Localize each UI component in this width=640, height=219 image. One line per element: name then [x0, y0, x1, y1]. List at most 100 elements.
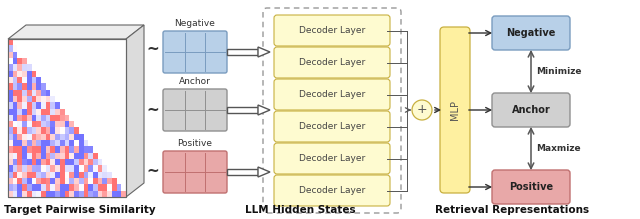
Bar	[98, 191, 102, 197]
Bar	[41, 172, 46, 178]
Text: Decoder Layer: Decoder Layer	[299, 122, 365, 131]
Bar	[102, 178, 107, 184]
Polygon shape	[258, 167, 270, 177]
Bar	[41, 121, 46, 127]
Bar	[65, 153, 69, 159]
FancyBboxPatch shape	[163, 89, 227, 131]
Bar	[69, 165, 74, 172]
Bar	[98, 159, 102, 165]
Bar	[41, 102, 46, 109]
Bar	[36, 147, 41, 153]
FancyBboxPatch shape	[440, 27, 470, 193]
Bar	[93, 172, 98, 178]
Bar	[69, 178, 74, 184]
Bar	[31, 121, 36, 127]
Bar	[74, 159, 79, 165]
Bar	[69, 121, 74, 127]
Bar	[27, 77, 31, 83]
Bar	[27, 159, 31, 165]
Bar	[41, 153, 46, 159]
Bar	[31, 147, 36, 153]
Text: Negative: Negative	[506, 28, 556, 38]
Bar	[17, 159, 22, 165]
Bar	[60, 165, 65, 172]
Bar	[51, 102, 55, 109]
Bar	[36, 127, 41, 134]
Bar	[31, 159, 36, 165]
Bar	[79, 134, 83, 140]
Bar	[36, 184, 41, 191]
Bar	[60, 140, 65, 147]
Bar	[31, 127, 36, 134]
Bar	[60, 159, 65, 165]
Bar	[17, 121, 22, 127]
Bar	[22, 147, 27, 153]
Bar	[79, 178, 83, 184]
Bar	[74, 172, 79, 178]
Bar	[41, 134, 46, 140]
Bar	[8, 159, 13, 165]
Bar	[51, 147, 55, 153]
Bar	[17, 109, 22, 115]
FancyBboxPatch shape	[163, 31, 227, 73]
Text: ~: ~	[147, 164, 159, 178]
Bar	[55, 159, 60, 165]
Bar	[22, 77, 27, 83]
Bar	[8, 64, 13, 71]
Bar	[27, 121, 31, 127]
Bar	[13, 178, 17, 184]
Bar	[122, 191, 126, 197]
Bar	[65, 121, 69, 127]
Bar	[88, 147, 93, 153]
Text: Decoder Layer: Decoder Layer	[299, 186, 365, 195]
Bar	[55, 191, 60, 197]
Bar	[31, 102, 36, 109]
Bar	[51, 159, 55, 165]
Bar	[17, 115, 22, 121]
Bar	[107, 184, 112, 191]
Bar	[65, 191, 69, 197]
Bar	[46, 121, 51, 127]
Bar	[36, 178, 41, 184]
Bar	[69, 134, 74, 140]
Bar	[83, 153, 88, 159]
Bar	[31, 165, 36, 172]
Bar	[55, 140, 60, 147]
Bar	[65, 134, 69, 140]
Bar	[51, 172, 55, 178]
Bar	[74, 147, 79, 153]
Bar	[17, 83, 22, 90]
Bar	[13, 165, 17, 172]
Bar	[74, 184, 79, 191]
Bar	[13, 45, 17, 52]
Bar	[69, 184, 74, 191]
Bar	[102, 165, 107, 172]
Bar	[17, 172, 22, 178]
Text: ~: ~	[147, 41, 159, 57]
Bar	[102, 172, 107, 178]
Bar	[46, 165, 51, 172]
FancyBboxPatch shape	[492, 170, 570, 204]
Bar	[46, 140, 51, 147]
Bar	[55, 127, 60, 134]
Bar	[13, 52, 17, 58]
Bar	[55, 184, 60, 191]
Bar	[93, 159, 98, 165]
Bar	[8, 115, 13, 121]
Bar	[36, 115, 41, 121]
Bar	[41, 178, 46, 184]
Bar	[27, 90, 31, 96]
Bar	[8, 83, 13, 90]
Bar	[83, 172, 88, 178]
Bar	[46, 134, 51, 140]
Bar	[88, 165, 93, 172]
Bar	[55, 115, 60, 121]
Bar	[98, 184, 102, 191]
Bar	[55, 121, 60, 127]
Bar	[13, 115, 17, 121]
Bar	[36, 83, 41, 90]
Bar	[27, 127, 31, 134]
Bar	[8, 39, 126, 197]
Bar	[227, 169, 258, 175]
FancyBboxPatch shape	[274, 15, 390, 46]
